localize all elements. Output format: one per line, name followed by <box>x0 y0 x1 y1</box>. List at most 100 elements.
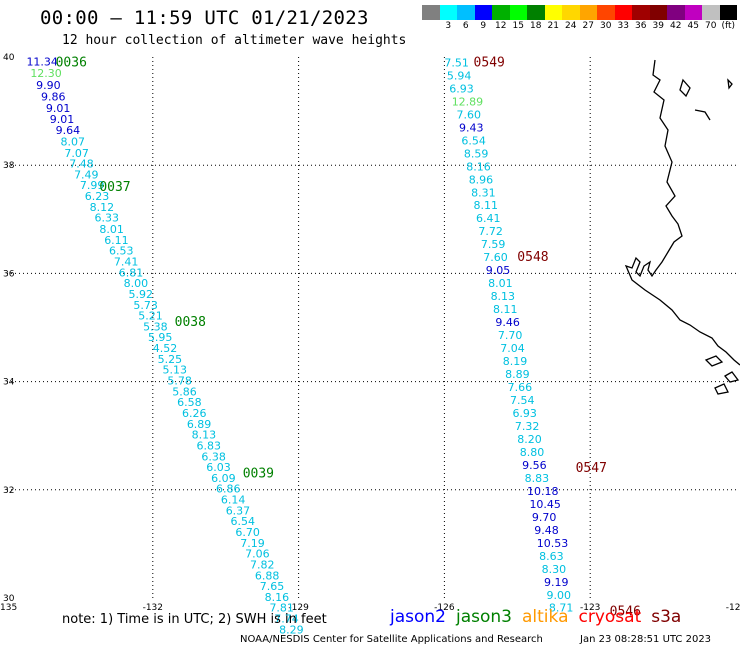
latitude-tick-label: 30 <box>3 594 15 604</box>
coastline <box>624 59 740 366</box>
wave-height-value: 7.65 <box>260 580 285 593</box>
color-scale-bar <box>422 5 737 20</box>
wave-height-value: 8.13 <box>491 290 516 303</box>
color-scale-label: 15 <box>512 21 524 31</box>
color-scale-label: 27 <box>582 21 594 31</box>
wave-height-value: 6.58 <box>177 396 202 409</box>
color-scale-label: 9 <box>480 21 487 31</box>
coastline-fragment <box>694 109 711 121</box>
wave-height-value: 5.13 <box>163 364 188 377</box>
generated-timestamp: Jan 23 08:28:51 UTC 2023 <box>580 634 712 645</box>
color-scale-label: 33 <box>617 21 629 31</box>
wave-height-value: 9.64 <box>56 124 81 137</box>
longitude-tick-label: -120 <box>726 603 740 613</box>
wave-height-value: 6.53 <box>109 245 134 258</box>
wave-height-value: 6.86 <box>216 483 241 496</box>
wave-height-value: 9.01 <box>50 113 75 126</box>
wave-height-value: 6.70 <box>235 526 259 539</box>
pass-time-label: 0546 <box>610 605 641 620</box>
wave-height-value: 6.54 <box>231 515 256 528</box>
pass-time-label: 0038 <box>175 315 206 330</box>
wave-height-value: 8.07 <box>60 135 85 148</box>
latitude-tick-label: 40 <box>3 53 15 63</box>
color-scale-label: 21 <box>547 21 559 31</box>
wave-height-value: 8.63 <box>539 550 564 563</box>
wave-height-value: 7.06 <box>245 548 270 561</box>
wave-height-value: 6.03 <box>206 461 231 474</box>
wave-height-value: 8.00 <box>124 277 149 290</box>
map-subtitle: 12 hour collection of altimeter wave hei… <box>62 33 407 48</box>
wave-height-value: 7.66 <box>508 381 532 394</box>
wave-height-value: 8.71 <box>549 602 574 615</box>
footnote: note: 1) Time is in UTC; 2) SWH is in fe… <box>62 612 327 627</box>
wave-height-value: 8.16 <box>265 591 290 604</box>
credit-line: NOAA/NESDIS Center for Satellite Applica… <box>240 634 543 645</box>
latitude-tick-label: 38 <box>3 161 15 171</box>
color-scale-label: 12 <box>495 21 507 31</box>
wave-height-value: 9.90 <box>36 79 61 92</box>
color-swatch <box>457 5 475 20</box>
island <box>724 371 740 383</box>
legend-entry-jason2: jason2 <box>390 607 446 627</box>
color-swatch <box>579 5 597 20</box>
wave-height-value: 6.37 <box>226 504 251 517</box>
wave-height-value: 7.81 <box>269 602 294 615</box>
wave-height-value: 11.34 <box>26 55 58 68</box>
coastline-inlet <box>679 78 691 98</box>
wave-height-value: 6.38 <box>201 450 226 463</box>
wave-height-value: 9.86 <box>41 90 66 103</box>
color-swatch <box>684 5 702 20</box>
wave-height-value: 10.18 <box>527 485 559 498</box>
wave-height-value: 12.89 <box>452 95 484 108</box>
color-swatch <box>597 5 615 20</box>
color-swatch <box>632 5 650 20</box>
pass-time-label: 0549 <box>474 55 505 70</box>
wave-height-value: 7.60 <box>457 108 482 121</box>
graticule <box>7 57 736 598</box>
pass-time-label: 0036 <box>56 55 87 70</box>
wave-height-value: 6.81 <box>119 266 144 279</box>
wave-height-value: 8.96 <box>469 173 494 186</box>
wave-height-value: 8.83 <box>525 472 550 485</box>
wave-height-value: 9.70 <box>532 511 557 524</box>
color-swatch <box>649 5 667 20</box>
map-title: 00:00 – 11:59 UTC 01/21/2023 <box>40 7 369 29</box>
pass-time-label: 0037 <box>99 180 130 195</box>
satellite-legend: jason2 jason3 altika cryosat s3a <box>390 607 691 627</box>
wave-height-value: 8.29 <box>279 623 304 636</box>
wave-height-value: 9.19 <box>544 576 569 589</box>
longitude-tick-label: -129 <box>288 603 309 613</box>
pass-time-label: 0039 <box>243 467 274 482</box>
color-swatch <box>422 5 440 20</box>
wave-height-value: 8.20 <box>517 433 542 446</box>
wave-height-value: 8.59 <box>464 147 489 160</box>
color-swatch <box>614 5 632 20</box>
wave-height-value: 7.82 <box>250 558 275 571</box>
pass-time-label: 0547 <box>576 461 607 476</box>
wave-height-value: 7.60 <box>483 251 508 264</box>
wave-height-value: 8.11 <box>493 303 518 316</box>
wave-height-value: 9.05 <box>486 264 511 277</box>
color-swatch <box>492 5 510 20</box>
wave-height-value: 5.38 <box>143 320 168 333</box>
color-swatch <box>702 5 720 20</box>
wave-height-value: 7.72 <box>478 225 503 238</box>
wave-height-value: 9.46 <box>495 316 520 329</box>
color-scale-label: 3 <box>445 21 452 31</box>
wave-height-value: 6.93 <box>449 82 474 95</box>
wave-height-value: 5.78 <box>167 375 192 388</box>
wave-height-value: 6.09 <box>211 472 236 485</box>
legend-entry-altika: altika <box>522 607 569 627</box>
wave-height-value: 10.53 <box>537 537 569 550</box>
wave-height-value: 5.95 <box>148 331 173 344</box>
pass-time-label: 0548 <box>517 250 548 265</box>
color-scale-label: 70 <box>705 21 717 31</box>
wave-height-value: 7.07 <box>64 147 89 160</box>
island <box>704 355 724 367</box>
latitude-tick-label: 34 <box>3 378 15 388</box>
wave-height-value: 7.54 <box>510 394 535 407</box>
wave-height-value: 8.80 <box>520 446 545 459</box>
wave-height-value: 5.73 <box>133 299 158 312</box>
wave-height-value: 5.86 <box>172 385 197 398</box>
